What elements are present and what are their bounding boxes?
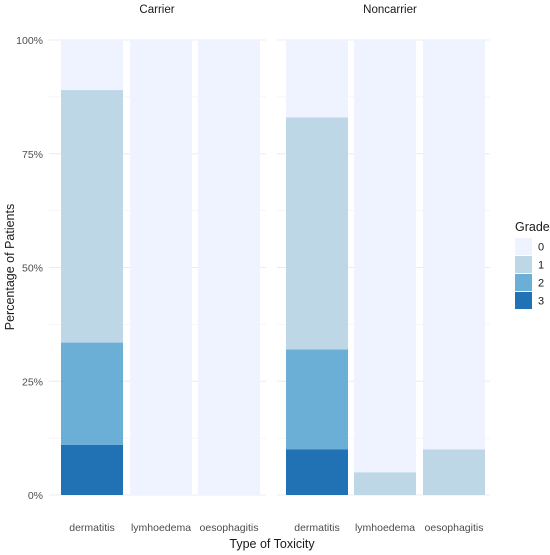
y-axis-title: Percentage of Patients: [3, 204, 17, 330]
y-tick-label: 100%: [16, 35, 43, 47]
bar-segment-dermatitis-grade-0: [286, 40, 348, 118]
facet-strips: Carrier Noncarrier: [139, 4, 417, 16]
x-tick-label: oesophagitis: [200, 522, 259, 534]
legend-key-grade-2: [515, 274, 532, 291]
legend-key-grade-0: [515, 238, 532, 255]
x-tick-label: dermatitis: [69, 522, 115, 534]
legend: Grade 0 1 2 3: [515, 220, 550, 309]
legend-label: 3: [538, 296, 544, 308]
legend-label: 2: [538, 278, 544, 290]
x-axis: dermatitis lymhoedema oesophagitis dermatit…: [69, 522, 483, 534]
bars: [61, 40, 485, 495]
x-tick-label: lymhoedema: [355, 522, 415, 534]
legend-label: 1: [538, 260, 544, 272]
bar-segment-oesophagitis-grade-1: [423, 449, 485, 495]
facet-strip-label: Noncarrier: [363, 4, 417, 16]
y-tick-label: 25%: [22, 376, 43, 388]
bar-segment-oesophagitis-grade-0: [198, 40, 260, 495]
x-tick-label: oesophagitis: [425, 522, 484, 534]
y-tick-label: 50%: [22, 263, 43, 275]
facet-strip-label: Carrier: [139, 4, 174, 16]
legend-key-grade-1: [515, 256, 532, 273]
bar-segment-dermatitis-grade-1: [286, 117, 348, 350]
x-axis-title: Type of Toxicity: [229, 537, 315, 551]
bar-segment-dermatitis-grade-0: [61, 40, 123, 91]
x-tick-label: lymhoedema: [131, 522, 191, 534]
y-tick-label: 0%: [28, 490, 43, 502]
bar-segment-dermatitis-grade-3: [61, 444, 123, 495]
legend-label: 0: [538, 242, 544, 254]
bar-segment-oesophagitis-grade-0: [423, 40, 485, 450]
bar-segment-dermatitis-grade-1: [61, 90, 123, 343]
bar-segment-lymhoedema-grade-0: [354, 40, 416, 473]
legend-key-grade-3: [515, 292, 532, 309]
bar-segment-lymhoedema-grade-1: [354, 472, 416, 495]
bar-segment-dermatitis-grade-2: [61, 342, 123, 445]
bar-segment-dermatitis-grade-3: [286, 449, 348, 495]
legend-title: Grade: [515, 220, 550, 234]
bar-segment-dermatitis-grade-2: [286, 349, 348, 450]
bar-segment-lymhoedema-grade-0: [130, 40, 192, 495]
x-tick-label: dermatitis: [294, 522, 340, 534]
y-tick-label: 75%: [22, 149, 43, 161]
y-axis: 0% 25% 50% 75% 100%: [16, 35, 43, 502]
